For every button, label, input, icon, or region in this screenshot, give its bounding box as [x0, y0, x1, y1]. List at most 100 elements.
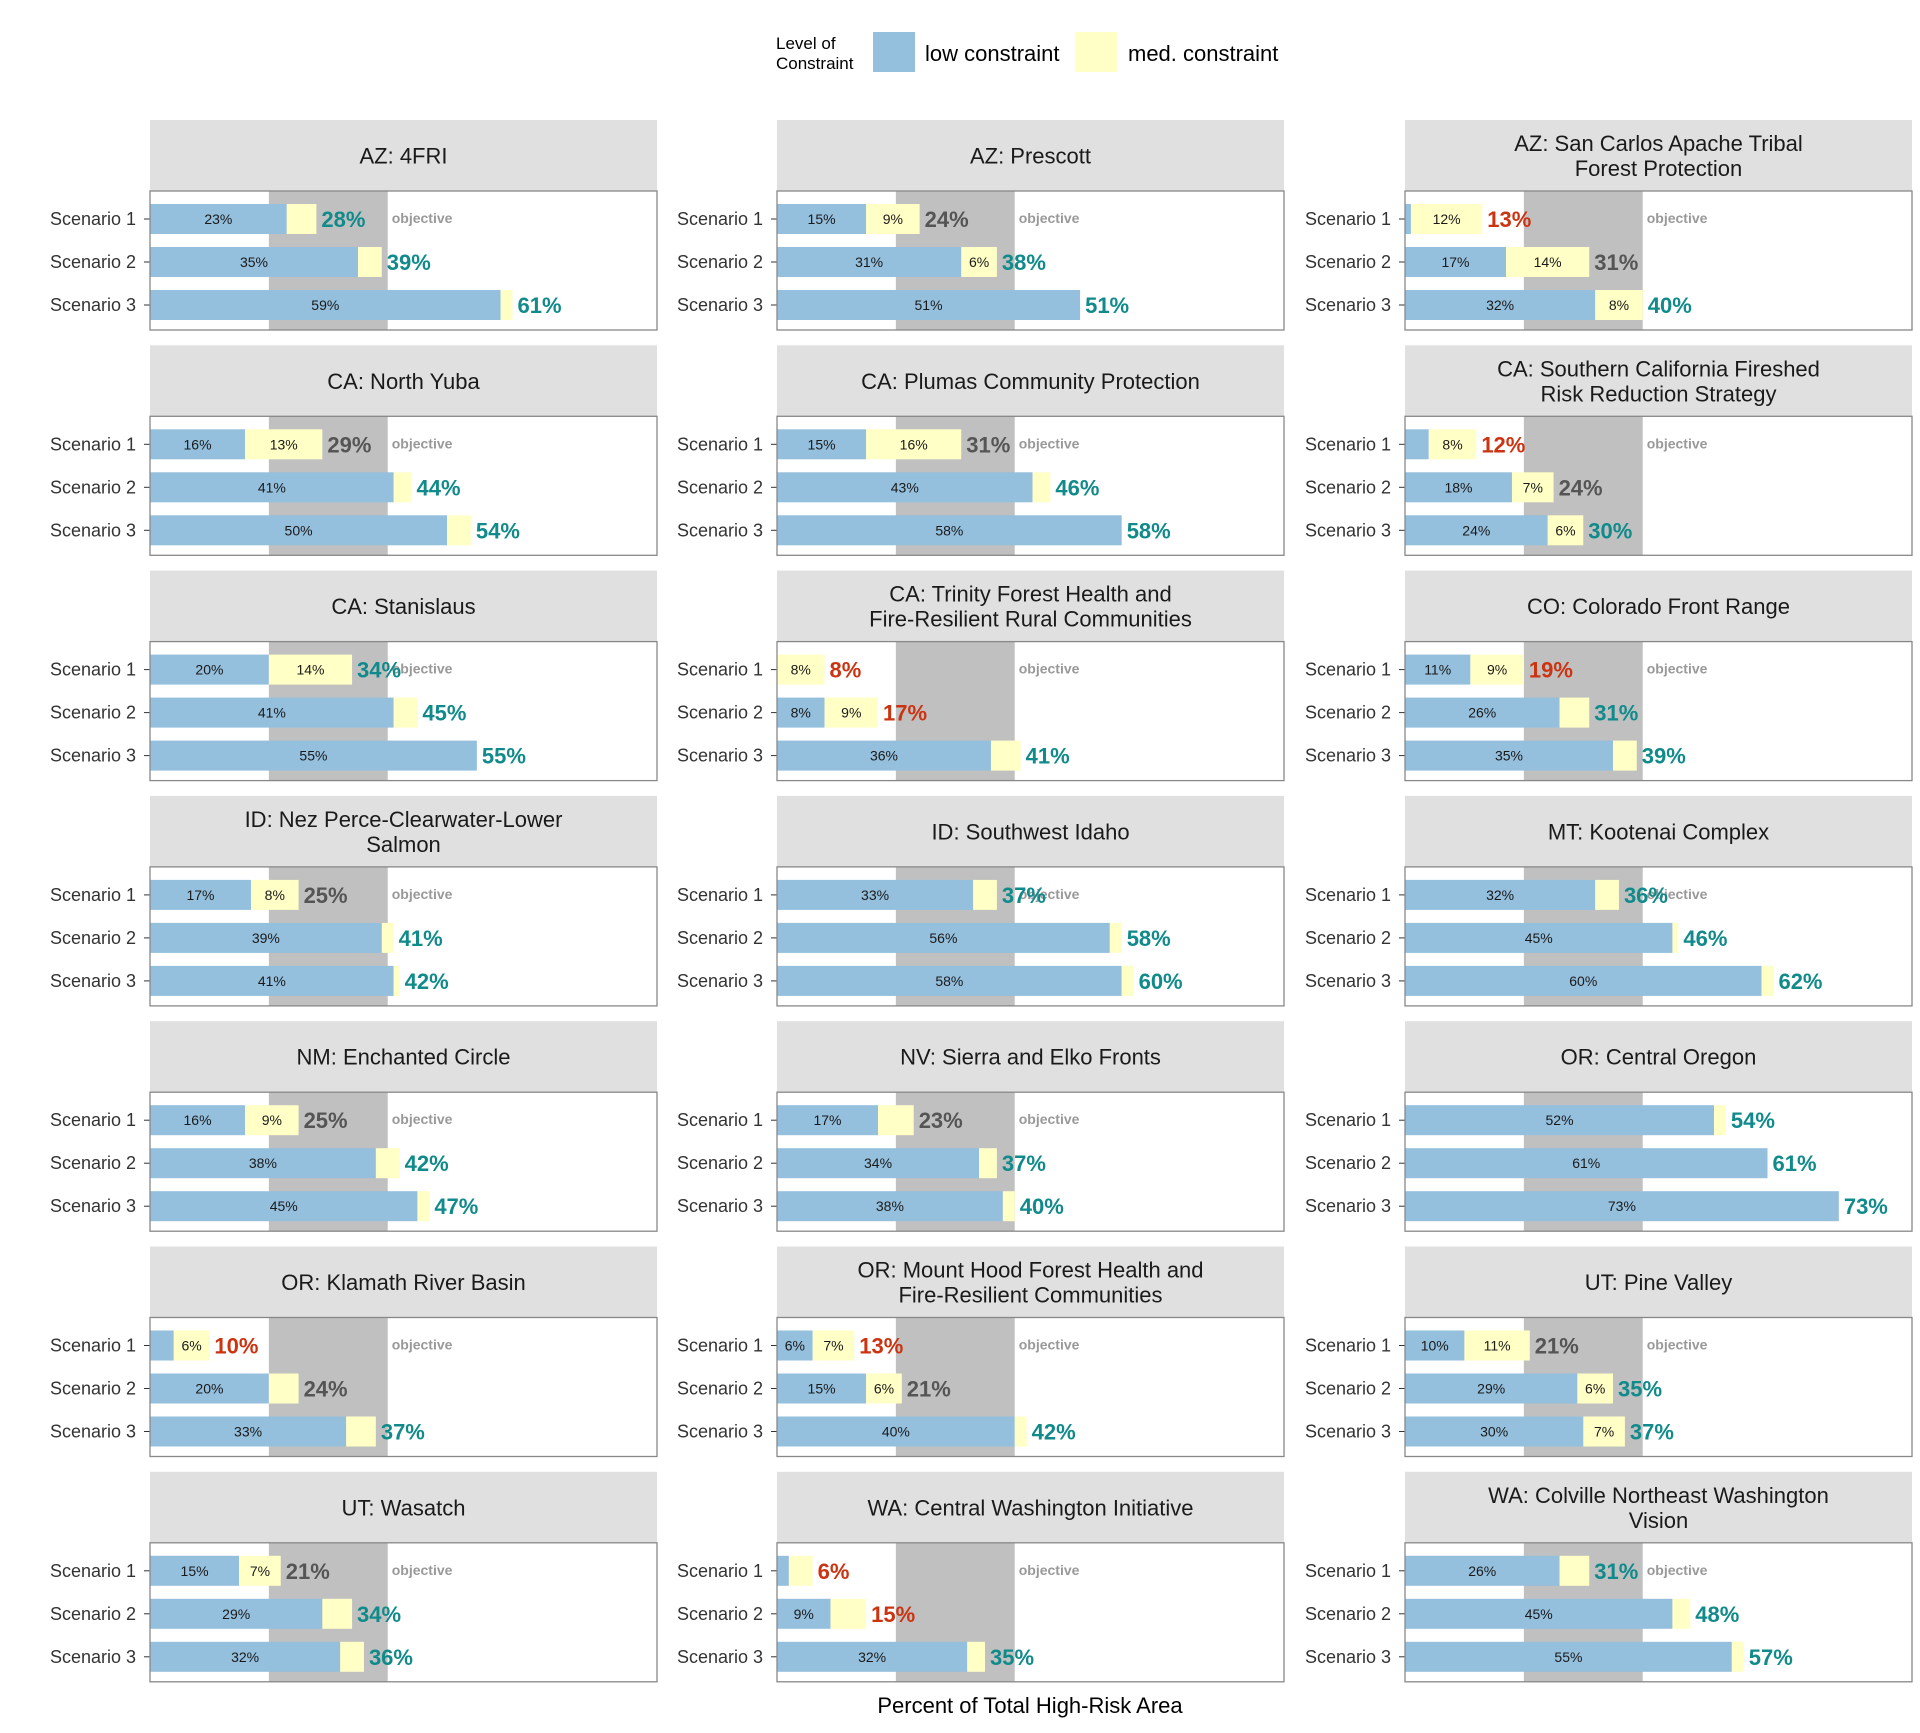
y-tick-label: Scenario 2 [50, 252, 136, 272]
legend-swatch-low [873, 32, 915, 72]
y-tick-label: Scenario 3 [1305, 746, 1391, 766]
bar-low-label: 31% [855, 254, 883, 270]
total-label: 47% [434, 1194, 478, 1219]
bar-med [866, 1373, 902, 1404]
facet-panel: OR: Mount Hood Forest Health andFire-Res… [677, 1246, 1285, 1458]
facet-title: Risk Reduction Strategy [1541, 381, 1777, 406]
bar-low-label: 32% [1486, 297, 1514, 313]
bar-low-label: 38% [249, 1155, 277, 1171]
facet-strip [150, 120, 657, 191]
bar-low [150, 1416, 347, 1447]
legend-label-med: med. constraint [1128, 41, 1278, 66]
bar-med [1464, 1330, 1530, 1361]
bar-low-label: 16% [184, 436, 212, 452]
y-tick-label: Scenario 2 [1305, 252, 1391, 272]
bar-low-label: 29% [222, 1606, 250, 1622]
bar-low-label: 26% [1468, 1563, 1496, 1579]
bar-med-label: 7% [823, 1338, 843, 1354]
bar-med-label: 8% [265, 887, 285, 903]
bar-low-label: 11% [1424, 662, 1451, 678]
y-tick-label: Scenario 2 [677, 252, 763, 272]
bar-low-label: 33% [234, 1424, 262, 1440]
bar-low [1405, 290, 1596, 320]
bar-low [1405, 515, 1548, 546]
facet-strip [777, 120, 1284, 191]
bar-low-label: 41% [258, 705, 286, 721]
y-tick-label: Scenario 1 [50, 660, 136, 680]
objective-label: objective [1647, 435, 1708, 451]
bar-med-label: 7% [250, 1563, 270, 1579]
total-label: 15% [871, 1602, 915, 1627]
objective-label: objective [1647, 1562, 1708, 1578]
facet-strip [1405, 1471, 1912, 1543]
bar-med [830, 1598, 867, 1629]
bar-low-label: 40% [882, 1424, 910, 1440]
bar-low-label: 39% [252, 930, 280, 946]
total-label: 6% [818, 1559, 850, 1584]
bar-low [1405, 1598, 1673, 1629]
y-tick-label: Scenario 2 [677, 477, 763, 497]
plot-border [149, 1091, 658, 1232]
bar-low-label: 41% [258, 973, 286, 989]
bar-low [777, 1105, 879, 1136]
total-label: 29% [327, 432, 371, 457]
bar-low [1405, 1641, 1732, 1672]
total-label: 60% [1139, 969, 1183, 994]
bar-low [1405, 654, 1471, 685]
y-tick-label: Scenario 1 [677, 434, 763, 454]
bar-med [961, 247, 997, 277]
bar-med [1672, 1598, 1691, 1629]
objective-label: objective [392, 1562, 453, 1578]
bar-low-label: 56% [929, 930, 957, 946]
facet-title: NM: Enchanted Circle [297, 1045, 511, 1070]
facet-title: Salmon [366, 832, 441, 857]
bar-med [1109, 922, 1122, 953]
bar-low [777, 515, 1122, 546]
objective-label: objective [392, 435, 453, 451]
facet-panel: NV: Sierra and Elko Fronts objective Scena… [677, 1021, 1285, 1232]
y-tick-label: Scenario 2 [50, 1153, 136, 1173]
total-label: 36% [369, 1645, 413, 1670]
bar-med [173, 1330, 210, 1361]
y-tick-label: Scenario 3 [677, 1422, 763, 1442]
bar-low [1405, 879, 1596, 910]
bar-low [1405, 965, 1762, 996]
total-label: 48% [1695, 1602, 1739, 1627]
bar-low [777, 1330, 813, 1361]
facet-title: AZ: Prescott [970, 144, 1091, 169]
plot-border [776, 1316, 1285, 1458]
panels: AZ: 4FRI objective Scenario 1 23% 28% Scenari… [50, 120, 1913, 1683]
facet-panel: AZ: Prescott objective Scenario 1 15% 9% 24% S… [677, 120, 1285, 331]
bar-low [777, 1148, 980, 1179]
total-label: 42% [1032, 1420, 1076, 1445]
bar-low [150, 247, 359, 277]
facet-panel: CA: Stanislaus objective Scenario 1 20% 14% 3… [50, 570, 658, 782]
total-label: 54% [476, 518, 520, 543]
facet-panel: OR: Central OregonobjectiveScenario 152%… [1305, 1021, 1913, 1232]
y-tick-label: Scenario 2 [50, 1379, 136, 1399]
y-tick-label: Scenario 3 [50, 971, 136, 991]
facet-strip [1405, 1021, 1912, 1093]
bar-low [1405, 1148, 1768, 1179]
facet-strip [777, 570, 1284, 642]
total-label: 37% [381, 1420, 425, 1445]
bar-med [973, 879, 997, 910]
plot-border [1404, 1542, 1913, 1683]
bar-low [777, 1416, 1015, 1447]
bar-low [150, 1148, 376, 1179]
bar-med [990, 740, 1021, 771]
bar-low-label: 20% [195, 1381, 223, 1397]
plot-border [776, 866, 1285, 1007]
bar-low-label: 17% [186, 887, 214, 903]
facet-title: UT: Wasatch [342, 1495, 466, 1520]
bar-med [967, 1641, 986, 1672]
objective-label: objective [392, 1111, 453, 1127]
facet-strip [777, 1471, 1284, 1543]
total-label: 10% [214, 1334, 258, 1359]
total-label: 40% [1020, 1194, 1064, 1219]
bar-med [824, 697, 879, 728]
total-label: 17% [883, 701, 927, 726]
